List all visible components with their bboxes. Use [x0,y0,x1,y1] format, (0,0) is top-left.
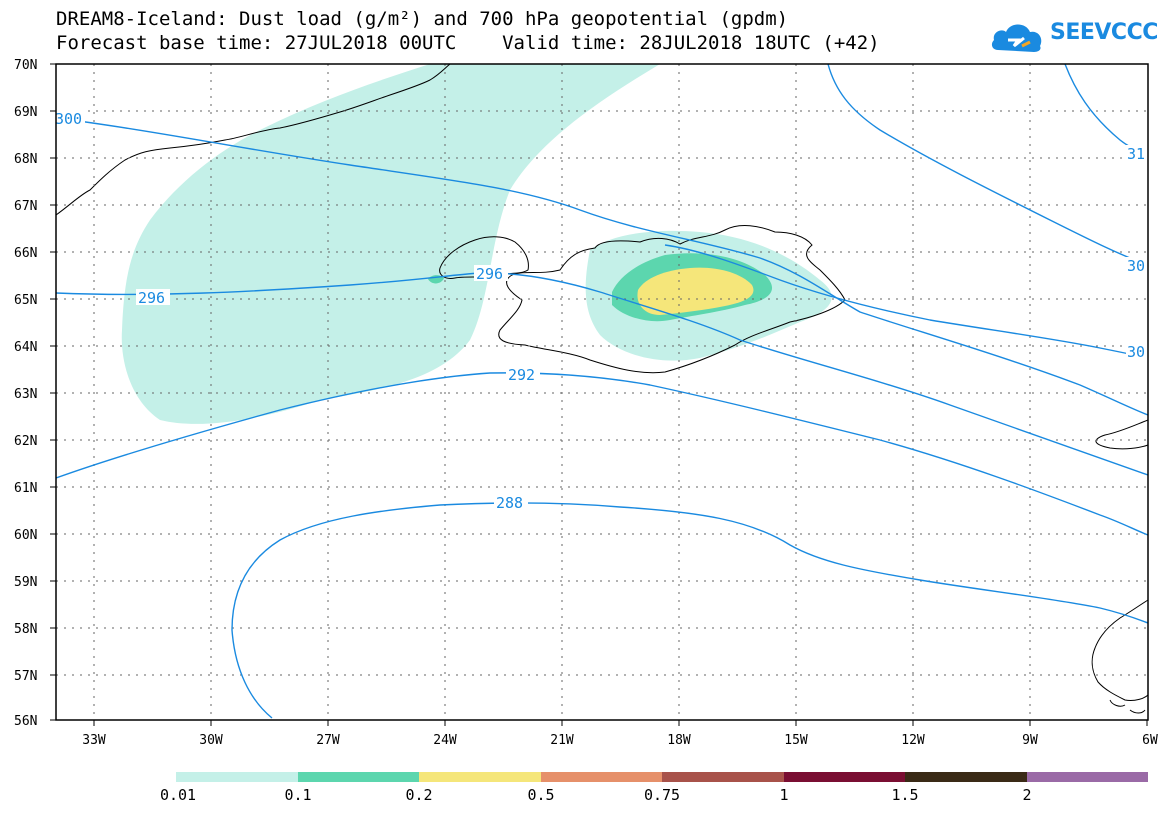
lon-labels: 33W 30W 27W 24W 21W 18W 15W 12W 9W 6W [82,733,1158,748]
legend-swatch-1 [176,772,298,782]
lat-label-58n: 58N [14,622,37,637]
contour-label-296-east: 296 [476,265,503,283]
dust-area-02 [637,267,754,315]
lon-label-21w: 21W [550,733,574,748]
lat-label-67n: 67N [14,199,37,214]
westfjords-coastline [439,236,529,279]
contour-31 [1064,64,1148,156]
chart-subtitle: Forecast base time: 27JUL2018 00UTC Vali… [56,32,880,54]
lat-label-68n: 68N [14,152,37,167]
scotland-islands [1109,699,1146,714]
lon-label-18w: 18W [667,733,691,748]
lon-axis [93,720,1148,726]
contour-label-292: 292 [508,366,535,384]
legend-label-001: 0.01 [160,786,196,804]
contour-label-296-west: 296 [138,289,165,307]
legend-label-1: 1 [779,786,788,804]
legend-label-2: 2 [1022,786,1031,804]
legend-colorbar [176,772,1148,782]
map-frame [55,63,1149,721]
legend-swatch-5 [662,772,784,782]
lon-label-9w: 9W [1022,733,1038,748]
lon-label-15w: 15W [784,733,808,748]
contour-labels: 300 296 296 292 288 31 30 30 [55,110,1148,512]
lon-label-33w: 33W [82,733,106,748]
legend-label-075: 0.75 [644,786,680,804]
lon-label-27w: 27W [316,733,340,748]
contour-label-31: 31 [1127,145,1145,163]
legend-label-15: 1.5 [891,786,918,804]
legend-label-02: 0.2 [405,786,432,804]
lat-label-62n: 62N [14,434,37,449]
dust-area-001 [121,64,660,424]
logo-text: SEEVCCC [1050,20,1158,45]
lat-axis [50,63,56,721]
contour-30-a [827,64,1148,266]
lat-label-63n: 63N [14,387,37,402]
lat-label-70n: 70N [14,58,37,73]
lon-label-6w: 6W [1142,733,1158,748]
lat-label-65n: 65N [14,293,37,308]
contour-label-300: 300 [55,110,82,128]
legend-label-05: 0.5 [527,786,554,804]
cloud-logo-icon [991,24,1042,52]
lon-label-30w: 30W [199,733,223,748]
contour-label-288: 288 [496,494,523,512]
norway-coastline [1095,419,1149,450]
scotland-coastline [1091,599,1149,701]
contour-300 [56,117,1148,416]
chart-title: DREAM8-Iceland: Dust load (g/m²) and 700… [56,8,789,30]
iceland-coastline [498,225,846,374]
lat-labels: 70N 69N 68N 67N 66N 65N 64N 63N 62N 61N … [14,58,37,729]
lat-label-69n: 69N [14,105,37,120]
contour-292 [56,372,1148,536]
lat-label-56n: 56N [14,714,37,729]
legend-labels: 0.01 0.1 0.2 0.5 0.75 1 1.5 2 [160,786,1032,804]
lat-label-66n: 66N [14,246,37,261]
legend-swatch-6 [784,772,905,782]
dust-shading [121,64,832,424]
contour-288 [231,502,1148,719]
greenland-coastline [55,63,451,216]
geopotential-contours [56,64,1148,719]
legend-label-01: 0.1 [284,786,311,804]
legend-swatch-7 [905,772,1027,782]
lat-label-64n: 64N [14,340,37,355]
legend-swatch-3 [419,772,541,782]
coastlines [55,63,1149,714]
contour-label-30-b: 30 [1127,343,1145,361]
legend-swatch-4 [541,772,662,782]
contour-30-b [664,244,1148,359]
lat-label-61n: 61N [14,481,37,496]
graticule [56,64,1148,720]
lat-label-59n: 59N [14,575,37,590]
contour-label-30-a: 30 [1127,257,1145,275]
lon-label-12w: 12W [901,733,925,748]
contour-296 [56,272,1148,476]
legend-swatch-8 [1027,772,1148,782]
lat-label-60n: 60N [14,528,37,543]
lat-label-57n: 57N [14,669,37,684]
legend-swatch-2 [298,772,419,782]
lon-label-24w: 24W [433,733,457,748]
